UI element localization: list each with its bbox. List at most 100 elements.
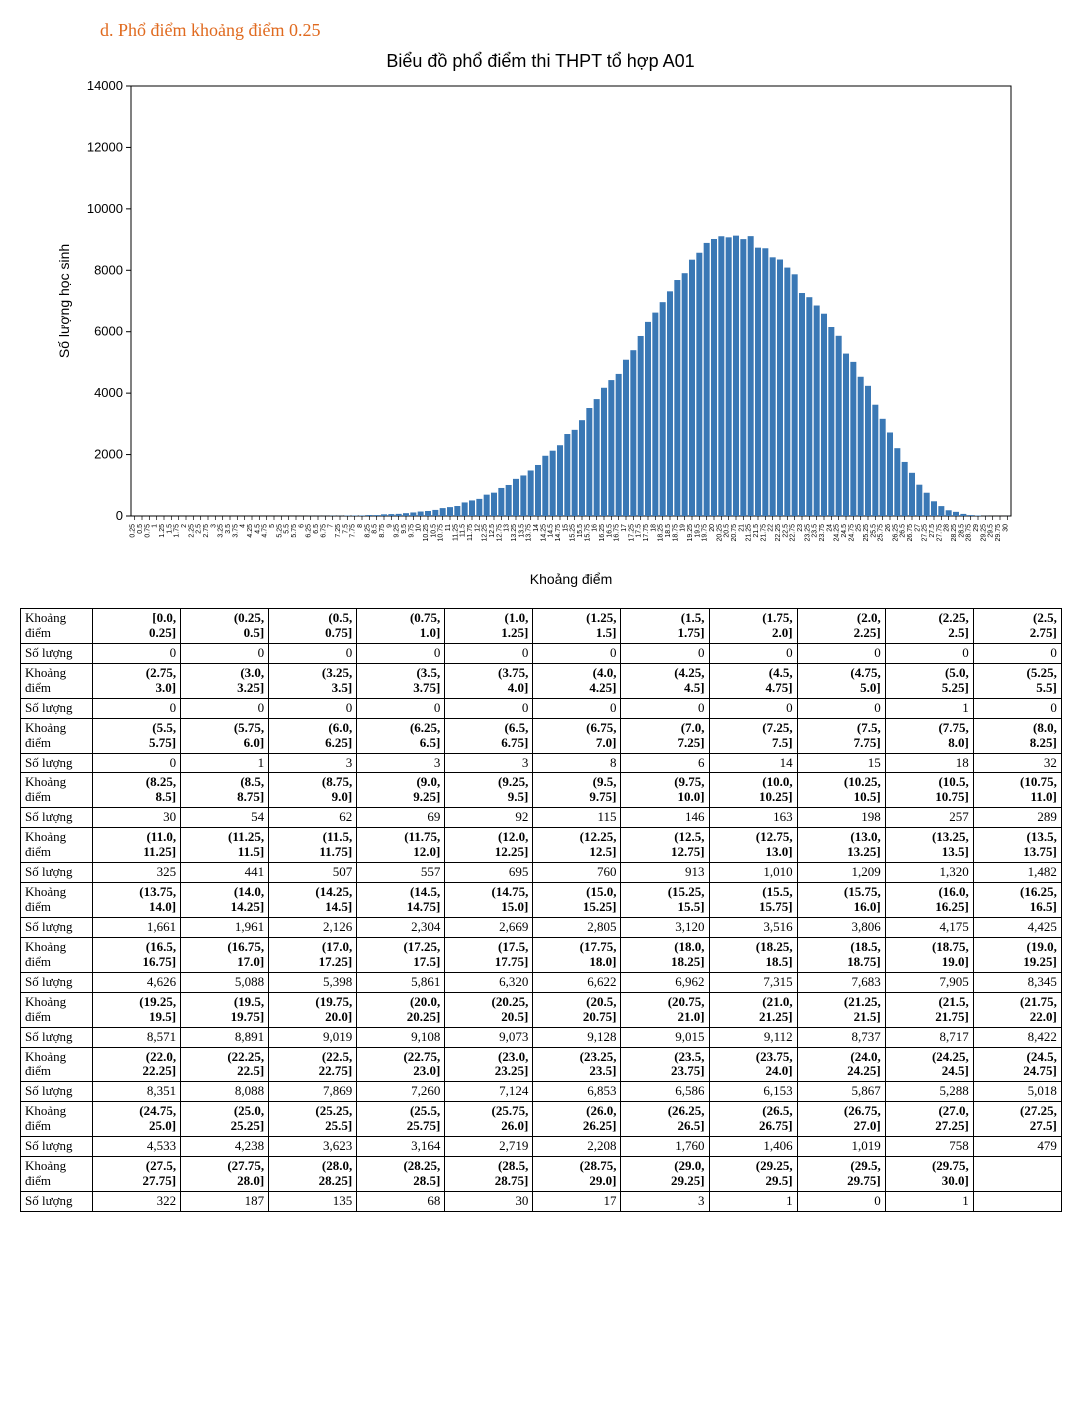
- range-cell: (7.0,7.25]: [621, 718, 709, 753]
- row-label-range: Khoảngđiểm: [21, 1102, 93, 1137]
- range-cell: (16.25,16.5]: [973, 883, 1061, 918]
- table-row: Số lượng8,5718,8919,0199,1089,0739,1289,…: [21, 1027, 1062, 1047]
- range-cell: (29.0,29.25]: [621, 1157, 709, 1192]
- range-cell: (13.25,13.5]: [885, 828, 973, 863]
- range-cell: (10.75,11.0]: [973, 773, 1061, 808]
- row-label-count: Số lượng: [21, 808, 93, 828]
- svg-text:25.25: 25.25: [863, 524, 870, 542]
- svg-text:23.5: 23.5: [811, 524, 818, 538]
- table-row: Số lượng3054626992115146163198257289: [21, 808, 1062, 828]
- bar: [923, 493, 929, 516]
- svg-text:7.75: 7.75: [349, 524, 356, 538]
- svg-text:30: 30: [1002, 524, 1009, 532]
- svg-text:15.75: 15.75: [584, 524, 591, 542]
- range-cell: (7.5,7.75]: [797, 718, 885, 753]
- range-cell: (18.75,19.0]: [885, 937, 973, 972]
- count-cell: 6,622: [533, 972, 621, 992]
- count-cell: 9,112: [709, 1027, 797, 1047]
- svg-text:8: 8: [357, 524, 364, 528]
- svg-text:20.75: 20.75: [731, 524, 738, 542]
- svg-text:17.5: 17.5: [635, 524, 642, 538]
- svg-text:4000: 4000: [94, 385, 123, 400]
- svg-text:15.5: 15.5: [577, 524, 584, 538]
- table-row: Số lượng1,6611,9612,1262,3042,6692,8053,…: [21, 917, 1062, 937]
- range-cell: (12.0,12.25]: [445, 828, 533, 863]
- count-cell: 2,208: [533, 1137, 621, 1157]
- range-cell: (23.25,23.5]: [533, 1047, 621, 1082]
- svg-text:1: 1: [151, 524, 158, 528]
- count-cell: 325: [93, 863, 181, 883]
- range-cell: (26.75,27.0]: [797, 1102, 885, 1137]
- range-cell: (29.25,29.5]: [709, 1157, 797, 1192]
- bar: [549, 451, 555, 516]
- table-row: Khoảngđiểm(8.25,8.5](8.5,8.75](8.75,9.0]…: [21, 773, 1062, 808]
- svg-text:4.25: 4.25: [247, 524, 254, 538]
- svg-text:3.75: 3.75: [232, 524, 239, 538]
- count-cell: 1,406: [709, 1137, 797, 1157]
- count-cell: 1,661: [93, 917, 181, 937]
- range-cell: (8.0,8.25]: [973, 718, 1061, 753]
- row-label-range: Khoảngđiểm: [21, 1157, 93, 1192]
- row-label-range: Khoảngđiểm: [21, 663, 93, 698]
- bar: [490, 493, 496, 516]
- svg-text:27: 27: [914, 524, 921, 532]
- count-cell: 0: [973, 698, 1061, 718]
- svg-text:4.5: 4.5: [254, 524, 261, 534]
- row-label-range: Khoảngđiểm: [21, 609, 93, 644]
- count-cell: 5,088: [181, 972, 269, 992]
- count-cell: 8,891: [181, 1027, 269, 1047]
- count-cell: 0: [797, 1192, 885, 1212]
- count-cell: 4,626: [93, 972, 181, 992]
- svg-text:24: 24: [826, 524, 833, 532]
- range-cell: (23.5,23.75]: [621, 1047, 709, 1082]
- svg-text:9.75: 9.75: [408, 524, 415, 538]
- svg-text:Số lượng học sinh: Số lượng học sinh: [56, 244, 72, 358]
- bar: [388, 514, 394, 516]
- row-label-range: Khoảngđiểm: [21, 718, 93, 753]
- range-cell: (14.5,14.75]: [357, 883, 445, 918]
- table-row: Khoảngđiểm[0.0,0.25](0.25,0.5](0.5,0.75]…: [21, 609, 1062, 644]
- range-cell: (24.25,24.5]: [885, 1047, 973, 1082]
- svg-text:Khoảng điểm: Khoảng điểm: [529, 571, 612, 587]
- svg-text:4.75: 4.75: [261, 524, 268, 538]
- range-cell: (11.25,11.5]: [181, 828, 269, 863]
- range-cell: (29.75,30.0]: [885, 1157, 973, 1192]
- svg-text:10.5: 10.5: [430, 524, 437, 538]
- svg-text:18.25: 18.25: [657, 524, 664, 542]
- count-cell: 9,108: [357, 1027, 445, 1047]
- bar: [710, 239, 716, 516]
- row-label-count: Số lượng: [21, 1082, 93, 1102]
- count-cell: 758: [885, 1137, 973, 1157]
- bar-chart-svg: 020004000600080001000012000140000.250.50…: [51, 76, 1031, 596]
- range-cell: (3.5,3.75]: [357, 663, 445, 698]
- range-cell: (1.5,1.75]: [621, 609, 709, 644]
- count-cell: 0: [357, 643, 445, 663]
- range-cell: (26.5,26.75]: [709, 1102, 797, 1137]
- bar: [571, 430, 577, 516]
- count-cell: 7,124: [445, 1082, 533, 1102]
- svg-text:26.5: 26.5: [899, 524, 906, 538]
- range-cell: (5.5,5.75]: [93, 718, 181, 753]
- row-label-count: Số lượng: [21, 643, 93, 663]
- row-label-count: Số lượng: [21, 863, 93, 883]
- range-cell: (16.75,17.0]: [181, 937, 269, 972]
- range-cell: (14.0,14.25]: [181, 883, 269, 918]
- svg-text:29.75: 29.75: [995, 524, 1002, 542]
- count-cell: 3,164: [357, 1137, 445, 1157]
- count-cell: 3: [357, 753, 445, 773]
- bar: [417, 512, 423, 516]
- range-cell: (13.75,14.0]: [93, 883, 181, 918]
- range-cell: (4.75,5.0]: [797, 663, 885, 698]
- range-cell: (2.0,2.25]: [797, 609, 885, 644]
- count-cell: 6,962: [621, 972, 709, 992]
- count-cell: 0: [973, 643, 1061, 663]
- count-cell: 1,320: [885, 863, 973, 883]
- bar: [630, 350, 636, 516]
- bar: [483, 495, 489, 516]
- count-cell: 4,425: [973, 917, 1061, 937]
- range-cell: (3.0,3.25]: [181, 663, 269, 698]
- bar: [461, 502, 467, 516]
- range-cell: (4.25,4.5]: [621, 663, 709, 698]
- document-page: d. Phổ điểm khoảng điểm 0.25 Biểu đồ phổ…: [0, 0, 1081, 1232]
- svg-text:18: 18: [650, 524, 657, 532]
